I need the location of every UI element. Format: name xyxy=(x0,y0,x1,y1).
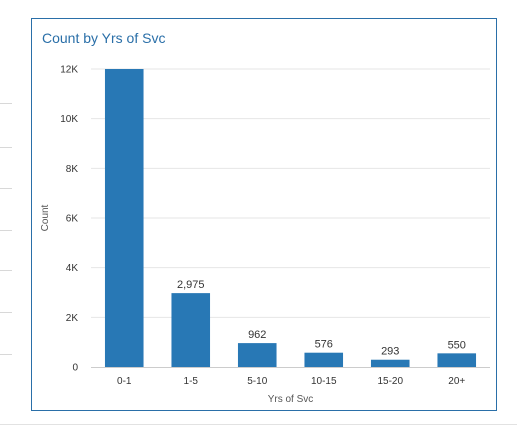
bar xyxy=(370,359,410,367)
bar xyxy=(104,69,144,367)
background-divider xyxy=(0,188,12,189)
chart-title: Count by Yrs of Svc xyxy=(42,30,166,46)
background-divider xyxy=(0,270,12,271)
background-divider xyxy=(0,354,12,355)
bar xyxy=(304,352,344,367)
y-tick-label: 12K xyxy=(60,65,78,76)
gridlines xyxy=(91,68,490,318)
data-label: 2,975 xyxy=(177,279,205,291)
x-axis-title: Yrs of Svc xyxy=(268,394,314,405)
x-tick-label: 1-5 xyxy=(184,376,199,387)
x-axis-ticks: 0-1 1-5 5-10 10-15 15-20 20+ xyxy=(117,376,465,387)
bar xyxy=(437,353,477,367)
data-label: 293 xyxy=(381,346,399,358)
y-tick-label: 10K xyxy=(60,114,78,125)
data-label: 962 xyxy=(248,329,266,341)
data-label: 576 xyxy=(315,339,333,351)
y-tick-label: 0 xyxy=(72,363,78,374)
bars xyxy=(104,69,477,367)
data-label: 550 xyxy=(448,339,466,351)
y-tick-label: 2K xyxy=(66,313,79,324)
data-labels: 2,975 962 576 293 550 xyxy=(177,279,466,358)
page-bottom-divider xyxy=(0,424,517,425)
y-tick-label: 8K xyxy=(66,164,79,175)
bar xyxy=(171,293,211,367)
x-tick-label: 15-20 xyxy=(377,376,403,387)
y-axis-ticks: 0 2K 4K 6K 8K 10K 12K xyxy=(60,65,78,374)
x-tick-label: 5-10 xyxy=(247,376,267,387)
background-divider xyxy=(0,103,12,104)
y-axis-title: Count xyxy=(40,204,51,231)
y-tick-label: 4K xyxy=(66,263,79,274)
background-divider xyxy=(0,230,12,231)
x-tick-label: 10-15 xyxy=(311,376,337,387)
x-tick-label: 20+ xyxy=(448,376,465,387)
background-divider xyxy=(0,312,12,313)
y-tick-label: 6K xyxy=(66,214,79,225)
background-divider xyxy=(0,147,12,148)
x-tick-label: 0-1 xyxy=(117,376,132,387)
bar xyxy=(237,343,277,367)
